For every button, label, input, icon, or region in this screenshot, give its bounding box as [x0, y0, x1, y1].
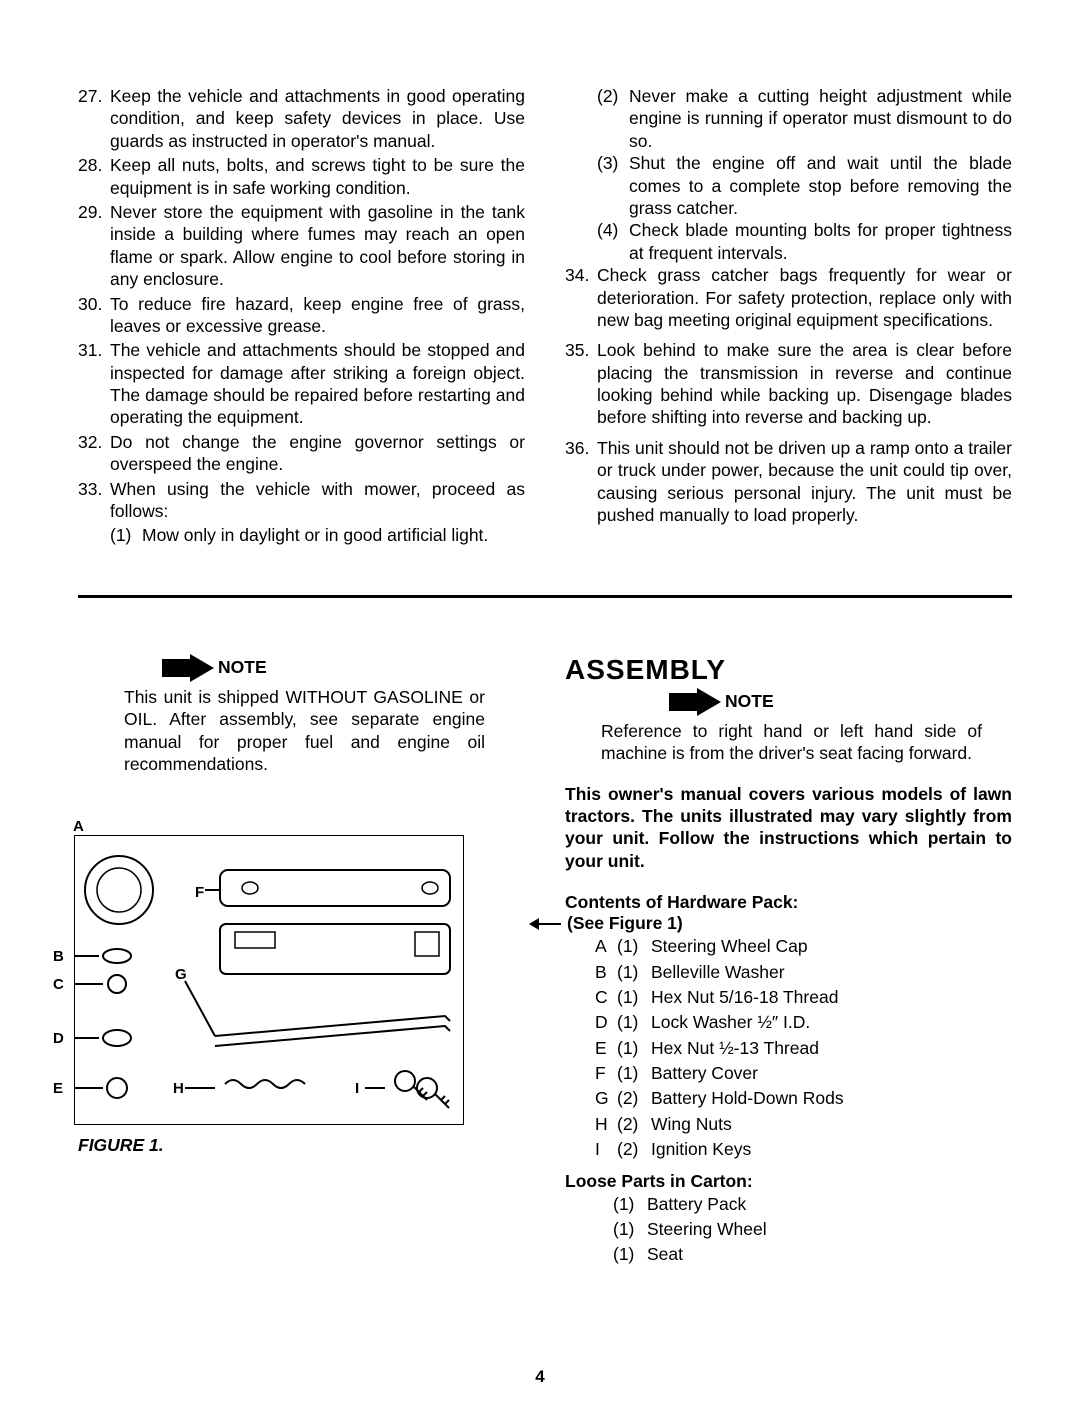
note-reference: NOTE Reference to right hand or left han…	[601, 688, 982, 765]
part-a: A(1)Steering Wheel Cap	[595, 934, 1012, 959]
figure-1-diagram: A B C D E F G H I	[74, 835, 464, 1125]
part-h: H(2)Wing Nuts	[595, 1112, 1012, 1137]
item-29: 29.Never store the equipment with gasoli…	[78, 201, 525, 291]
note-text: Reference to right hand or left hand sid…	[601, 720, 982, 765]
loose-parts-header: Loose Parts in Carton:	[565, 1171, 1012, 1192]
loose-parts-list: (1)Battery Pack (1)Steering Wheel (1)Sea…	[613, 1192, 1012, 1268]
item-30: 30.To reduce fire hazard, keep engine fr…	[78, 293, 525, 338]
note-label: NOTE	[725, 691, 774, 712]
assembly-left-column: NOTE This unit is shipped WITHOUT GASOLI…	[78, 654, 525, 1268]
note-header-right: NOTE	[697, 688, 982, 716]
hardware-parts-list: A(1)Steering Wheel Cap B(1)Belleville Wa…	[595, 934, 1012, 1162]
part-b: B(1)Belleville Washer	[595, 960, 1012, 985]
see-figure-ref: (See Figure 1)	[529, 913, 1012, 934]
item-31: 31.The vehicle and attachments should be…	[78, 339, 525, 429]
left-arrow-icon	[529, 918, 539, 930]
figure-svg	[75, 836, 465, 1126]
item-27: 27.Keep the vehicle and attachments in g…	[78, 85, 525, 152]
part-f: F(1)Battery Cover	[595, 1061, 1012, 1086]
part-g: G(2)Battery Hold-Down Rods	[595, 1086, 1012, 1111]
item-28: 28.Keep all nuts, bolts, and screws tigh…	[78, 154, 525, 199]
loose-2: (1)Steering Wheel	[613, 1217, 1012, 1242]
section-divider	[78, 595, 1012, 598]
arrow-icon	[697, 688, 721, 716]
part-e: E(1)Hex Nut ½-13 Thread	[595, 1036, 1012, 1061]
note-header: NOTE	[190, 654, 485, 682]
manual-coverage-note: This owner's manual covers various model…	[565, 783, 1012, 873]
page-number: 4	[535, 1367, 544, 1387]
note-text: This unit is shipped WITHOUT GASOLINE or…	[124, 686, 485, 776]
hardware-pack-header: Contents of Hardware Pack:	[565, 892, 1012, 913]
item-34: 34.Check grass catcher bags frequently f…	[565, 264, 1012, 331]
part-d: D(1)Lock Washer ½″ I.D.	[595, 1010, 1012, 1035]
part-c: C(1)Hex Nut 5/16-18 Thread	[595, 985, 1012, 1010]
item-33-sub-2: (2)Never make a cutting height adjustmen…	[565, 85, 1012, 152]
figure-label: FIGURE 1.	[78, 1135, 525, 1156]
assembly-section: NOTE This unit is shipped WITHOUT GASOLI…	[78, 654, 1012, 1268]
assembly-title: ASSEMBLY	[565, 654, 1012, 686]
loose-1: (1)Battery Pack	[613, 1192, 1012, 1217]
item-35: 35.Look behind to make sure the area is …	[565, 339, 1012, 429]
item-33-sub-4: (4)Check blade mounting bolts for proper…	[565, 219, 1012, 264]
item-33-sub-3: (3)Shut the engine off and wait until th…	[565, 152, 1012, 219]
safety-instructions-columns: 27.Keep the vehicle and attachments in g…	[78, 85, 1012, 547]
part-i: I(2)Ignition Keys	[595, 1137, 1012, 1162]
note-gasoline: NOTE This unit is shipped WITHOUT GASOLI…	[124, 654, 485, 776]
note-label: NOTE	[218, 657, 267, 678]
item-33: 33.When using the vehicle with mower, pr…	[78, 478, 525, 523]
left-column: 27.Keep the vehicle and attachments in g…	[78, 85, 525, 547]
right-column: (2)Never make a cutting height adjustmen…	[565, 85, 1012, 547]
item-33-sub-1: (1)Mow only in daylight or in good artif…	[78, 524, 525, 546]
loose-3: (1)Seat	[613, 1242, 1012, 1267]
assembly-right-column: ASSEMBLY NOTE Reference to right hand or…	[565, 654, 1012, 1268]
arrow-icon	[190, 654, 214, 682]
item-36: 36.This unit should not be driven up a r…	[565, 437, 1012, 527]
item-32: 32.Do not change the engine governor set…	[78, 431, 525, 476]
